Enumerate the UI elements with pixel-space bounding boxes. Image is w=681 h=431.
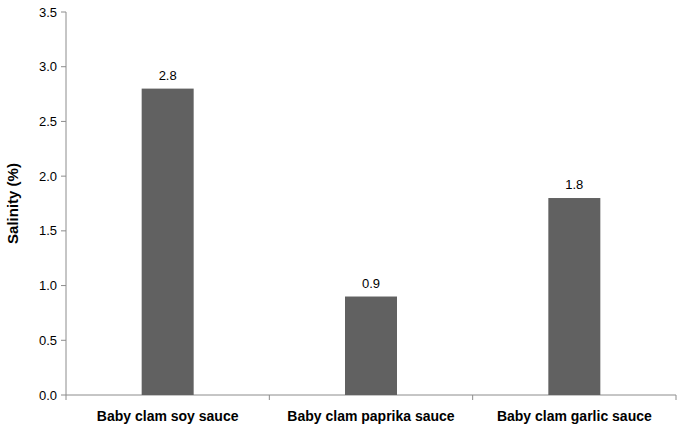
y-tick-label: 2.5 xyxy=(39,114,57,129)
y-tick xyxy=(61,340,66,341)
bar xyxy=(142,89,194,395)
x-tick xyxy=(269,395,270,400)
y-axis-label: Salinity (%) xyxy=(4,163,21,244)
y-tick xyxy=(61,285,66,286)
y-tick xyxy=(61,121,66,122)
x-tick-label: Baby clam soy sauce xyxy=(97,408,239,424)
x-tick-label: Baby clam paprika sauce xyxy=(287,408,455,424)
y-tick xyxy=(61,66,66,67)
y-tick xyxy=(61,176,66,177)
y-tick-label: 2.0 xyxy=(39,169,57,184)
x-tick-label: Baby clam garlic sauce xyxy=(497,408,652,424)
chart: 0.0 0.5 1.0 1.5 2.0 2.5 3.0 3.5 2.8 0.9 1.8 Baby cl… xyxy=(0,0,681,431)
y-tick-label: 1.0 xyxy=(39,278,57,293)
x-tick xyxy=(676,395,677,400)
y-tick xyxy=(61,12,66,13)
data-label: 1.8 xyxy=(565,177,583,192)
x-tick xyxy=(472,395,473,400)
y-tick-label: 3.0 xyxy=(39,59,57,74)
x-tick xyxy=(66,395,67,400)
bars xyxy=(142,89,601,395)
y-tick-label: 0.0 xyxy=(39,388,57,403)
data-label: 0.9 xyxy=(362,276,380,291)
data-label: 2.8 xyxy=(159,68,177,83)
y-axis xyxy=(66,12,67,395)
bar xyxy=(345,297,397,395)
y-tick xyxy=(61,395,66,396)
bar xyxy=(548,198,600,395)
y-tick-label: 1.5 xyxy=(39,223,57,238)
y-tick xyxy=(61,230,66,231)
y-tick-label: 3.5 xyxy=(39,5,57,20)
y-tick-label: 0.5 xyxy=(39,333,57,348)
